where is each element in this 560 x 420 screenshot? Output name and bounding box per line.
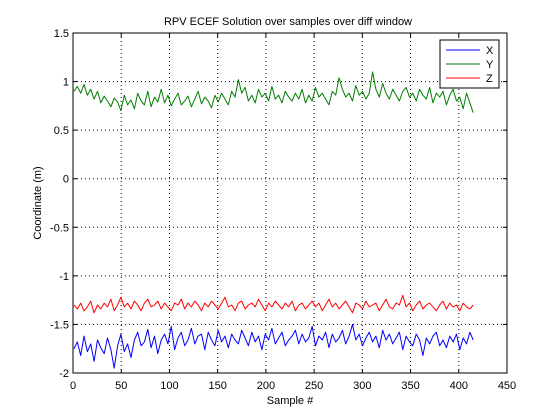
y-tick-label: -1.5: [50, 319, 69, 331]
x-tick-label: 250: [305, 380, 323, 392]
legend-label-y: Y: [486, 59, 494, 71]
legend-label-z: Z: [486, 73, 493, 85]
legend-label-x: X: [486, 45, 494, 57]
x-tick-label: 0: [70, 380, 76, 392]
plot-area: [73, 33, 507, 373]
y-tick-label: -1: [59, 271, 69, 283]
x-tick-label: 100: [160, 380, 178, 392]
x-tick-label: 350: [401, 380, 419, 392]
chart-title: RPV ECEF Solution over samples over diff…: [164, 16, 412, 28]
y-tick-label: 0: [63, 174, 69, 186]
y-axis-label: Coordinate (m): [32, 166, 44, 239]
x-tick-label: 50: [115, 380, 127, 392]
x-tick-label: 150: [208, 380, 226, 392]
y-tick-label: -0.5: [50, 222, 69, 234]
x-tick-label: 300: [353, 380, 371, 392]
series-line-y: [73, 71, 474, 113]
y-tick-label: -2: [59, 368, 69, 380]
y-tick-label: 0.5: [54, 125, 69, 137]
x-tick-label: 450: [498, 380, 516, 392]
x-axis-label: Sample #: [267, 395, 314, 407]
y-tick-labels: -2 -1.5 -1 -0.5 0 0.5 1 1.5: [50, 28, 69, 380]
y-tick-label: 1: [63, 77, 69, 89]
x-tick-label: 400: [450, 380, 468, 392]
y-tick-label: 1.5: [54, 28, 69, 40]
legend: XYZ: [439, 39, 500, 89]
plot-frame: [72, 32, 508, 374]
x-tick-labels: 0 50 100 150 200 250 300 350 400 450: [70, 380, 516, 392]
x-tick-label: 200: [257, 380, 275, 392]
series-lines: [73, 71, 474, 369]
grid: [73, 33, 507, 373]
series-line-x: [73, 323, 474, 369]
series-line-z: [73, 294, 474, 314]
